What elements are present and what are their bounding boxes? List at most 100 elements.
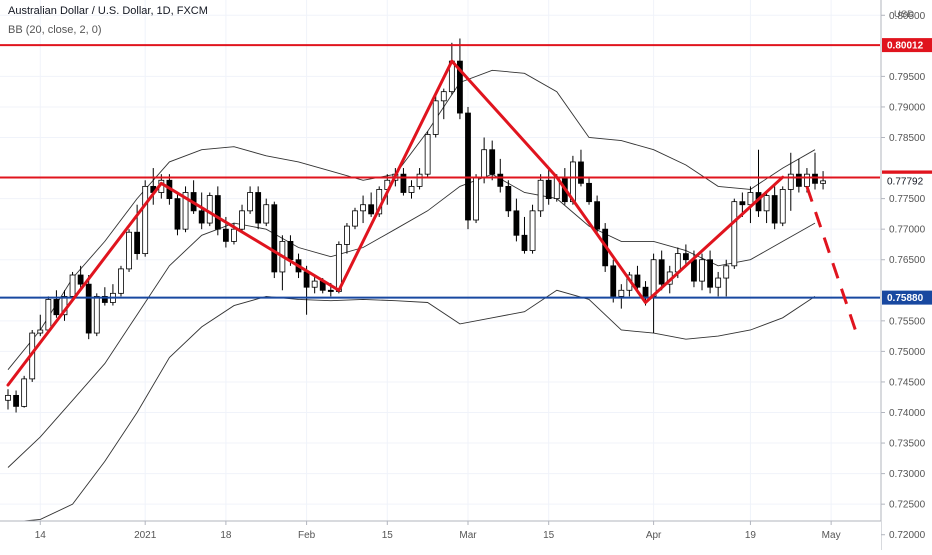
candle-body xyxy=(93,295,100,334)
candle-body xyxy=(658,259,665,285)
candle-body xyxy=(473,176,479,221)
pattern-drawing xyxy=(6,59,857,387)
candle-body xyxy=(303,271,310,288)
candle-body xyxy=(795,173,802,187)
candle-body xyxy=(21,378,28,407)
price-tick-label: 0.74500 xyxy=(889,377,926,388)
candle-body xyxy=(440,91,447,102)
candle-body xyxy=(231,228,237,242)
candle-body xyxy=(206,195,213,224)
candle-body xyxy=(311,280,318,288)
price-tick-label: 0.79000 xyxy=(889,102,926,113)
candle-body xyxy=(715,277,722,288)
candle-body xyxy=(578,161,584,184)
price-tick-label: 0.77500 xyxy=(889,194,926,205)
price-tick-label: 0.74000 xyxy=(889,408,926,419)
candle-body xyxy=(457,60,463,114)
candle-body xyxy=(763,195,770,212)
candle-body xyxy=(650,259,657,297)
candle-body xyxy=(69,274,76,297)
candle-body xyxy=(416,173,423,187)
candle-body xyxy=(820,180,826,184)
candle-body xyxy=(142,185,149,255)
candle-body xyxy=(408,185,415,193)
candle-body xyxy=(634,274,641,288)
candle-body xyxy=(513,210,520,236)
price-tick-label: 0.73500 xyxy=(889,439,926,450)
bollinger-bands xyxy=(7,69,816,523)
candle-body xyxy=(263,204,270,224)
price-tick-label: 0.73000 xyxy=(889,469,926,480)
candle-body xyxy=(804,173,810,187)
candle-body xyxy=(497,173,504,187)
price-tick-label: 0.75000 xyxy=(889,347,926,358)
candle-body xyxy=(779,189,786,224)
indicator-legend: BB (20, close, 2, 0) xyxy=(8,24,102,36)
candle-body xyxy=(13,394,19,407)
candle-body xyxy=(53,299,60,316)
candle-body xyxy=(586,182,592,203)
candle-body xyxy=(400,173,407,193)
price-tick-label: 0.77000 xyxy=(889,225,926,236)
candle-body xyxy=(368,204,375,215)
time-tick-label: 14 xyxy=(35,530,47,541)
time-tick-label: 2021 xyxy=(134,530,157,541)
grid xyxy=(0,0,880,536)
candle-body xyxy=(489,149,496,175)
candle-body xyxy=(5,394,11,401)
candle-body xyxy=(327,289,334,292)
time-tick-label: Mar xyxy=(459,530,477,541)
candle-body xyxy=(214,195,221,230)
candle-body xyxy=(691,259,697,282)
candle-body xyxy=(787,173,794,190)
price-label-box xyxy=(882,290,932,305)
candle-body xyxy=(126,231,132,270)
price-tick-label: 0.76500 xyxy=(889,255,926,266)
candle-body xyxy=(731,201,738,267)
time-axis-bg xyxy=(0,521,881,550)
candle-body xyxy=(174,198,181,230)
candle-body xyxy=(118,268,124,294)
candle-body xyxy=(610,265,617,297)
candle-body xyxy=(723,265,730,279)
time-tick-label: May xyxy=(822,530,841,541)
price-tick-label: 0.72000 xyxy=(889,530,926,541)
candle-body xyxy=(537,179,544,212)
time-tick-label: Apr xyxy=(646,530,662,541)
candlesticks xyxy=(5,38,826,413)
price-label-box xyxy=(882,173,932,188)
candle-body xyxy=(545,179,552,200)
time-tick-label: Feb xyxy=(298,530,316,541)
bb-lower-line xyxy=(7,289,816,523)
bb-basis-line xyxy=(7,173,816,468)
price-axis-bg xyxy=(881,0,932,550)
candle-body xyxy=(747,192,754,206)
candle-body xyxy=(255,192,262,224)
candle-body xyxy=(505,185,512,212)
candle-body xyxy=(222,228,229,242)
time-tick-label: 18 xyxy=(220,530,232,541)
candle-body xyxy=(529,210,536,251)
candle-body xyxy=(594,201,601,230)
currency-label: USD xyxy=(894,9,914,20)
candle-body xyxy=(360,204,366,212)
pattern-zigzag-line xyxy=(6,59,785,387)
price-tick-label: 0.80500 xyxy=(889,11,926,22)
price-label-text: 0.75880 xyxy=(887,293,924,304)
candle-body xyxy=(699,259,705,282)
candle-body xyxy=(682,253,689,261)
candle-body xyxy=(344,225,350,245)
time-tick-label: 15 xyxy=(382,530,394,541)
candle-body xyxy=(618,289,625,297)
candle-body xyxy=(271,204,278,273)
candle-body xyxy=(812,173,818,184)
candle-body xyxy=(101,295,108,303)
price-tick-label: 0.78500 xyxy=(889,133,926,144)
candle-body xyxy=(465,112,471,221)
candle-body xyxy=(287,240,294,261)
horizontal-levels xyxy=(0,44,880,299)
candle-body xyxy=(37,329,44,334)
